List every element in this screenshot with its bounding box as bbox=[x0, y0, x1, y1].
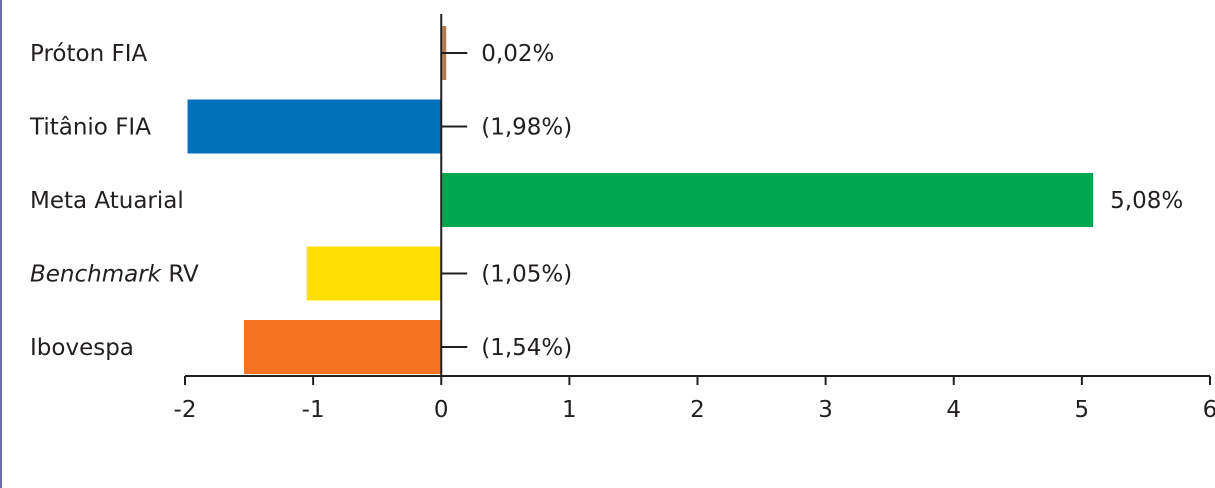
bar-2 bbox=[442, 173, 1094, 227]
bar-1 bbox=[187, 99, 442, 154]
category-label-3: Benchmark RV bbox=[30, 262, 199, 288]
x-tick-label-7: 5 bbox=[1075, 397, 1090, 423]
category-label-2: Meta Atuarial bbox=[30, 188, 184, 214]
data-label-3: (1,05%) bbox=[481, 262, 572, 288]
category-label-4: Ibovespa bbox=[30, 335, 134, 361]
data-label-4: (1,54%) bbox=[481, 335, 572, 361]
bar-3 bbox=[306, 246, 442, 301]
data-label-1: (1,98%) bbox=[481, 115, 572, 141]
x-tick-label-5: 3 bbox=[818, 397, 833, 423]
x-tick-label-3: 1 bbox=[562, 397, 577, 423]
data-label-0: 0,02% bbox=[481, 41, 554, 67]
x-tick-label-1: -1 bbox=[302, 397, 325, 423]
bar-4 bbox=[243, 320, 442, 374]
x-tick-label-4: 2 bbox=[690, 397, 705, 423]
x-tick-label-8: 6 bbox=[1203, 397, 1215, 423]
category-label-0: Próton FIA bbox=[30, 41, 147, 67]
x-tick-label-2: 0 bbox=[434, 397, 449, 423]
category-label-1: Titânio FIA bbox=[29, 115, 151, 141]
x-tick-label-6: 4 bbox=[946, 397, 961, 423]
x-tick-label-0: -2 bbox=[174, 397, 197, 423]
data-label-2: 5,08% bbox=[1110, 188, 1183, 214]
